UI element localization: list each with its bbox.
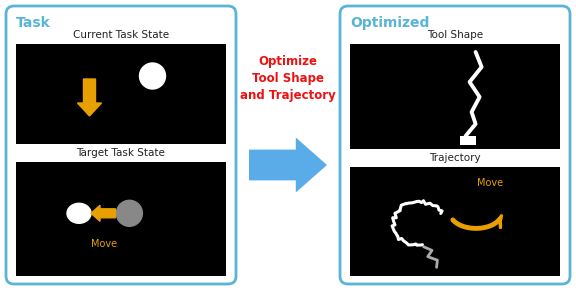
Ellipse shape	[67, 203, 91, 223]
Text: Optimize
Tool Shape
and Trajectory: Optimize Tool Shape and Trajectory	[240, 55, 336, 102]
Bar	[350, 167, 560, 276]
Text: Move: Move	[477, 178, 503, 188]
Text: Tool Shape: Tool Shape	[427, 30, 483, 40]
Polygon shape	[249, 137, 327, 193]
Text: Current Task State: Current Task State	[73, 30, 169, 40]
Bar	[16, 162, 226, 276]
FancyArrow shape	[91, 205, 115, 221]
Text: Trajectory: Trajectory	[429, 153, 481, 163]
Circle shape	[139, 63, 165, 89]
Bar	[460, 136, 476, 145]
Text: Optimized: Optimized	[350, 16, 429, 30]
Circle shape	[116, 200, 142, 226]
FancyArrow shape	[78, 79, 101, 116]
Bar	[350, 44, 560, 149]
Text: Task: Task	[16, 16, 51, 30]
Text: Target Task State: Target Task State	[77, 148, 165, 158]
Text: Move: Move	[91, 239, 118, 249]
Bar	[16, 44, 226, 144]
